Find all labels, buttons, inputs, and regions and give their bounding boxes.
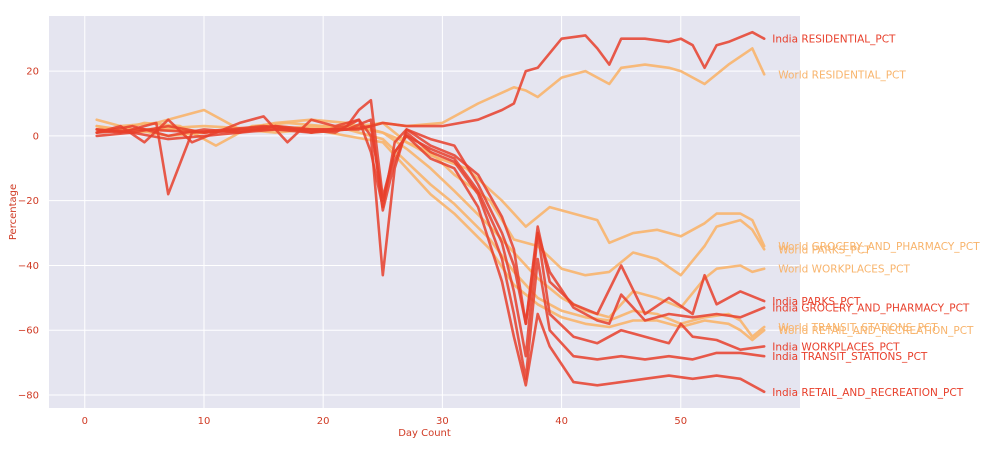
series-label: World TRANSIT_STATIONS_PCT bbox=[778, 322, 938, 334]
series-label: World RESIDENTIAL_PCT bbox=[778, 69, 906, 81]
series-label: India WORKPLACES_PCT bbox=[772, 341, 900, 353]
axis-ticks: 0 10 20 30 40 50 20 0 −20 −40 −60 −80 bbox=[18, 67, 687, 427]
y-axis-title: Percentage bbox=[8, 184, 19, 240]
y-tick-label: 0 bbox=[33, 131, 39, 142]
series-line-world-grocery-and-pharmacy-pct bbox=[95, 121, 766, 248]
series-line-world-residential-pct bbox=[95, 47, 766, 131]
x-tick-label: 0 bbox=[82, 416, 88, 427]
x-tick-label: 30 bbox=[436, 416, 449, 427]
y-tick-label: 20 bbox=[26, 67, 39, 78]
x-tick-label: 10 bbox=[198, 416, 211, 427]
x-tick-label: 20 bbox=[317, 416, 330, 427]
series-label: World RETAIL_AND_RECREATION_PCT bbox=[778, 325, 974, 337]
series-line-india-transit-stations-pct bbox=[95, 118, 766, 381]
y-tick-label: −60 bbox=[18, 326, 39, 337]
x-tick-label: 50 bbox=[674, 416, 687, 427]
series-label: India TRANSIT_STATIONS_PCT bbox=[772, 351, 928, 363]
series-label: India RETAIL_AND_RECREATION_PCT bbox=[772, 387, 963, 399]
series-line-india-retail-and-recreation-pct bbox=[95, 124, 766, 394]
y-tick-label: −20 bbox=[18, 196, 39, 207]
series-line-india-parks-pct bbox=[95, 115, 766, 326]
series-label: India RESIDENTIAL_PCT bbox=[772, 34, 896, 46]
y-tick-label: −80 bbox=[18, 391, 39, 402]
series-labels: World RESIDENTIAL_PCT World GROCERY_AND_P… bbox=[772, 34, 980, 399]
series-label: India GROCERY_AND_PHARMACY_PCT bbox=[772, 303, 970, 315]
series-label: World PARKS_PCT bbox=[778, 244, 871, 256]
plot-background bbox=[49, 16, 800, 408]
series-lines bbox=[95, 30, 766, 394]
series-label: World GROCERY_AND_PHARMACY_PCT bbox=[778, 241, 980, 253]
series-label: India PARKS_PCT bbox=[772, 296, 861, 308]
x-tick-label: 40 bbox=[555, 416, 568, 427]
x-axis-title: Day Count bbox=[398, 428, 451, 439]
series-label: World WORKPLACES_PCT bbox=[778, 264, 910, 276]
y-tick-label: −40 bbox=[18, 261, 39, 272]
